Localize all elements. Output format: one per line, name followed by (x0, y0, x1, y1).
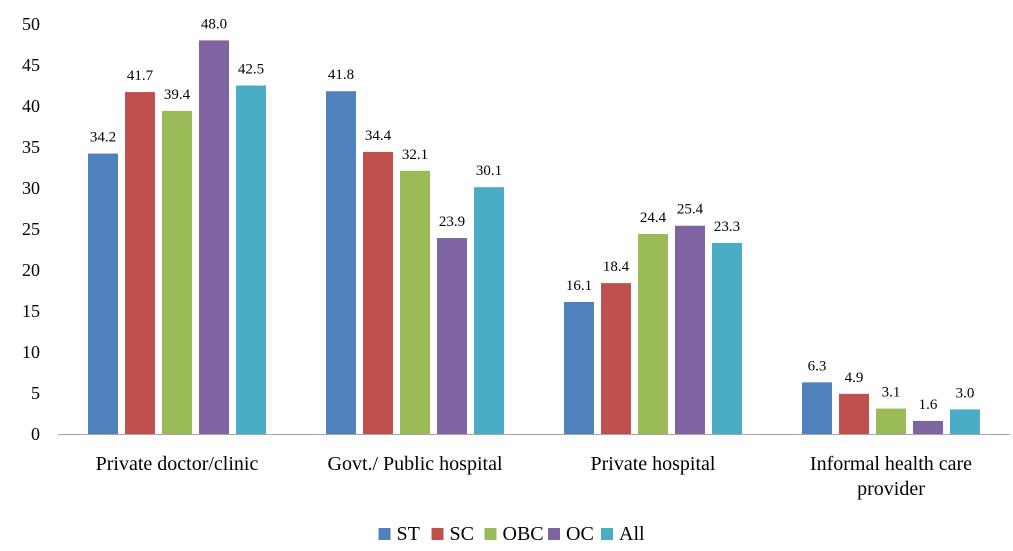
data-label: 32.1 (402, 147, 428, 163)
bar-st (564, 301, 594, 434)
legend-label: ST (397, 523, 420, 545)
y-tick-label: 10 (22, 342, 40, 362)
legend-swatch-oc (548, 528, 560, 540)
bar-obc (400, 170, 430, 434)
bar-all (712, 242, 742, 434)
data-label: 41.7 (127, 68, 154, 84)
legend: ST SC OBC OC All (378, 523, 645, 545)
legend-swatch-all (601, 528, 613, 540)
data-label: 23.9 (439, 214, 465, 230)
bar-oc (437, 238, 467, 434)
data-label: 41.8 (328, 67, 354, 83)
data-label: 48.0 (201, 16, 227, 32)
data-label: 4.9 (845, 370, 864, 386)
data-label: 16.1 (566, 278, 592, 294)
bar-oc (913, 420, 943, 434)
y-axis-ticks: 0 5 10 15 20 25 30 35 40 45 50 (22, 14, 40, 444)
y-tick-label: 25 (22, 219, 40, 239)
x-category-label: Private doctor/clinic (96, 453, 259, 475)
x-category-label: Govt./ Public hospital (328, 453, 503, 475)
y-tick-label: 35 (22, 137, 40, 157)
bar-st (802, 382, 832, 434)
y-tick-label: 40 (22, 96, 40, 116)
bar-all (236, 85, 266, 434)
y-tick-label: 45 (22, 55, 40, 75)
data-labels: 34.2 41.7 39.4 48.0 42.5 41.8 34.4 32.1 23.9 30.1… (90, 16, 975, 412)
data-label: 42.5 (238, 62, 264, 78)
data-label: 30.1 (476, 163, 502, 179)
data-label: 39.4 (164, 87, 191, 103)
legend-swatch-sc (431, 528, 444, 540)
bar-sc (601, 283, 631, 434)
data-label: 1.6 (919, 397, 938, 413)
y-tick-label: 30 (22, 178, 40, 198)
data-label: 18.4 (603, 259, 630, 275)
bar-obc (876, 408, 906, 434)
bar-obc (638, 233, 668, 434)
data-label: 25.4 (677, 202, 704, 218)
bar-all (950, 409, 980, 434)
data-label: 3.0 (956, 385, 975, 401)
y-tick-label: 5 (31, 383, 40, 403)
bar-sc (363, 151, 393, 435)
data-label: 34.4 (365, 128, 392, 144)
legend-label: All (619, 523, 645, 545)
data-label: 24.4 (640, 210, 667, 226)
x-category-label: provider (857, 478, 925, 500)
bar-sc (839, 393, 869, 434)
legend-label: OC (566, 523, 594, 545)
data-label: 6.3 (808, 358, 827, 374)
legend-swatch-obc (484, 528, 497, 540)
bar-st (88, 153, 118, 434)
legend-label: OBC (503, 523, 544, 545)
bar-obc (162, 110, 192, 435)
x-category-label: Private hospital (591, 453, 716, 475)
legend-label: SC (450, 523, 474, 545)
data-label: 3.1 (882, 385, 901, 401)
bars (88, 40, 980, 435)
data-label: 23.3 (714, 219, 740, 235)
y-tick-label: 15 (22, 301, 40, 321)
bar-all (474, 187, 504, 434)
y-tick-label: 50 (22, 14, 40, 34)
y-tick-label: 0 (31, 424, 40, 444)
data-label: 34.2 (90, 130, 116, 146)
y-tick-label: 20 (22, 260, 40, 280)
x-axis-category-labels: Private doctor/clinic Govt./ Public hospi… (96, 453, 973, 500)
bar-st (326, 91, 356, 435)
bar-oc (675, 225, 705, 434)
bar-oc (199, 40, 229, 435)
bar-sc (125, 92, 155, 434)
x-category-label: Informal health care (810, 453, 972, 475)
legend-swatch-st (378, 528, 391, 540)
